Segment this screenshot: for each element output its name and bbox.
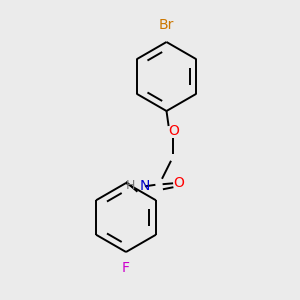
Text: H: H — [126, 179, 136, 192]
Text: O: O — [173, 176, 184, 190]
Text: N: N — [140, 179, 150, 193]
Text: O: O — [169, 124, 179, 138]
Text: Br: Br — [159, 18, 174, 32]
Text: F: F — [122, 261, 130, 275]
